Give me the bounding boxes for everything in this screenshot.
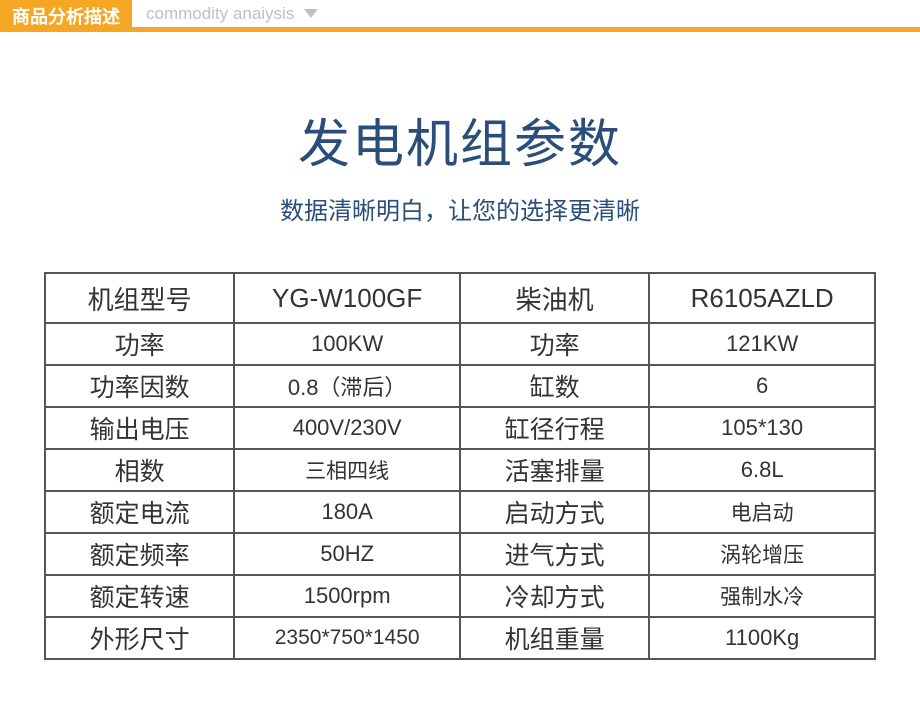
page-subtitle: 数据清晰明白，让您的选择更清晰 xyxy=(0,191,920,226)
spec-table: 机组型号 YG-W100GF 柴油机 R6105AZLD 功率 100KW 功率… xyxy=(44,272,876,660)
cell-value: 三相四线 xyxy=(234,449,460,491)
table-row: 外形尺寸 2350*750*1450 机组重量 1100Kg xyxy=(45,617,875,659)
cell-label: 机组重量 xyxy=(460,617,649,659)
table-row: 功率 100KW 功率 121KW xyxy=(45,323,875,365)
table-row: 额定电流 180A 启动方式 电启动 xyxy=(45,491,875,533)
cell-value: R6105AZLD xyxy=(649,273,875,323)
cell-value: 1100Kg xyxy=(649,617,875,659)
table-row: 输出电压 400V/230V 缸径行程 105*130 xyxy=(45,407,875,449)
cell-value: 强制水冷 xyxy=(649,575,875,617)
cell-label: 额定电流 xyxy=(45,491,234,533)
cell-value: 180A xyxy=(234,491,460,533)
table-row: 额定频率 50HZ 进气方式 涡轮增压 xyxy=(45,533,875,575)
header-bar: 商品分析描述 commodity anaiysis xyxy=(0,0,920,32)
header-label-en-wrap: commodity anaiysis xyxy=(132,0,920,32)
table-row: 机组型号 YG-W100GF 柴油机 R6105AZLD xyxy=(45,273,875,323)
cell-value: 105*130 xyxy=(649,407,875,449)
cell-label: 相数 xyxy=(45,449,234,491)
cell-label: 额定转速 xyxy=(45,575,234,617)
cell-label: 进气方式 xyxy=(460,533,649,575)
cell-label: 活塞排量 xyxy=(460,449,649,491)
cell-value: 2350*750*1450 xyxy=(234,617,460,659)
cell-label: 功率 xyxy=(45,323,234,365)
cell-value: 电启动 xyxy=(649,491,875,533)
cell-label: 柴油机 xyxy=(460,273,649,323)
cell-value: 400V/230V xyxy=(234,407,460,449)
header-label-en: commodity anaiysis xyxy=(146,4,294,24)
cell-label: 输出电压 xyxy=(45,407,234,449)
cell-value: 50HZ xyxy=(234,533,460,575)
cell-value: 6.8L xyxy=(649,449,875,491)
table-row: 功率因数 0.8（滞后） 缸数 6 xyxy=(45,365,875,407)
page-title: 发电机组参数 xyxy=(0,102,920,177)
title-block: 发电机组参数 数据清晰明白，让您的选择更清晰 xyxy=(0,102,920,226)
header-label-cn: 商品分析描述 xyxy=(0,0,132,32)
cell-label: 启动方式 xyxy=(460,491,649,533)
cell-value: 100KW xyxy=(234,323,460,365)
table-row: 相数 三相四线 活塞排量 6.8L xyxy=(45,449,875,491)
chevron-down-icon xyxy=(304,9,318,18)
cell-value: 0.8（滞后） xyxy=(234,365,460,407)
cell-label: 缸数 xyxy=(460,365,649,407)
cell-value: 6 xyxy=(649,365,875,407)
cell-label: 机组型号 xyxy=(45,273,234,323)
cell-label: 功率 xyxy=(460,323,649,365)
cell-label: 缸径行程 xyxy=(460,407,649,449)
cell-label: 功率因数 xyxy=(45,365,234,407)
cell-value: 1500rpm xyxy=(234,575,460,617)
cell-value: 涡轮增压 xyxy=(649,533,875,575)
cell-label: 额定频率 xyxy=(45,533,234,575)
cell-label: 外形尺寸 xyxy=(45,617,234,659)
cell-value: YG-W100GF xyxy=(234,273,460,323)
cell-label: 冷却方式 xyxy=(460,575,649,617)
spec-table-body: 机组型号 YG-W100GF 柴油机 R6105AZLD 功率 100KW 功率… xyxy=(45,273,875,659)
cell-value: 121KW xyxy=(649,323,875,365)
table-row: 额定转速 1500rpm 冷却方式 强制水冷 xyxy=(45,575,875,617)
